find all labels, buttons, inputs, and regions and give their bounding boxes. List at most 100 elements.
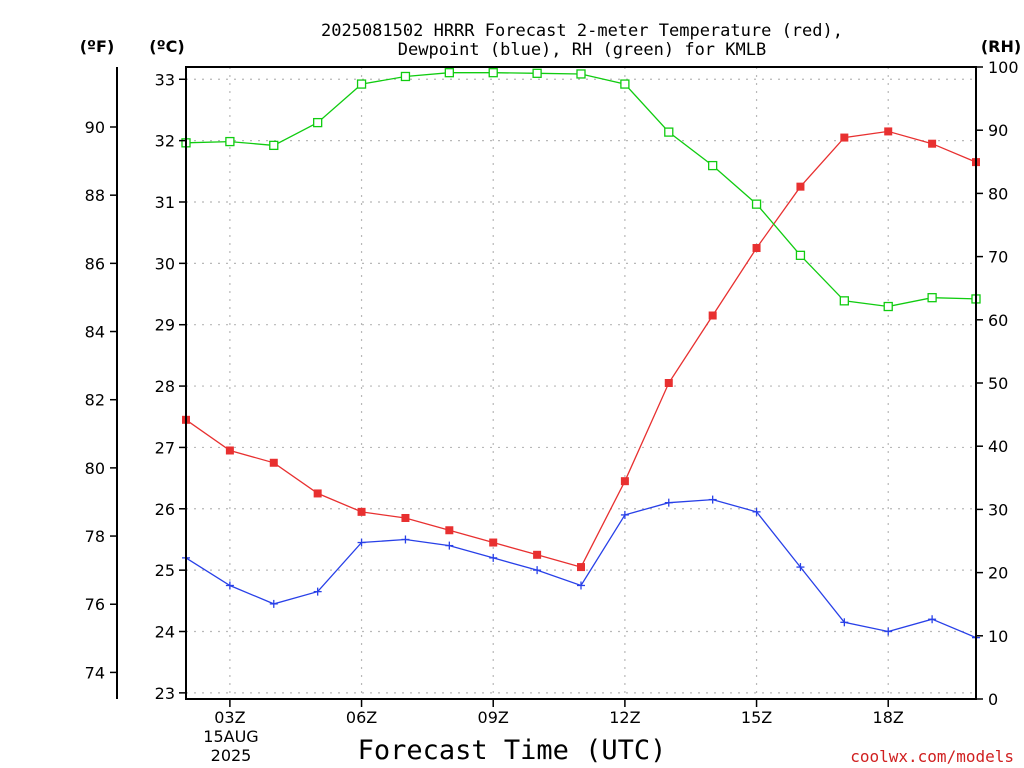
rh-point [356, 79, 367, 89]
rh-point [839, 296, 849, 306]
rh-tick-label: 50 [988, 374, 1008, 393]
temperature-point [752, 244, 761, 253]
celsius-tick-label: 28 [155, 377, 175, 396]
celsius-tick-label: 33 [155, 70, 175, 89]
dewpoint-point [401, 535, 410, 544]
celsius-tick-label: 30 [155, 254, 175, 273]
rh-tick-label: 90 [988, 121, 1008, 140]
axes-group [110, 66, 983, 707]
rh-point [400, 71, 411, 82]
rh-point [620, 79, 630, 89]
chart-title-line1: 2025081502 HRRR Forecast 2-meter Tempera… [321, 21, 843, 41]
x-tick-label: 06Z [346, 708, 377, 727]
rh-line [185, 72, 977, 308]
temperature-point [401, 513, 410, 522]
fahrenheit-tick-label: 84 [85, 323, 105, 342]
fahrenheit-tick-label: 74 [85, 663, 105, 682]
celsius-tick-label: 27 [155, 438, 175, 457]
date-label-year: 2025 [211, 746, 252, 765]
temperature-line [185, 130, 977, 568]
temperature-point [445, 526, 454, 535]
x-tick-label: 12Z [609, 708, 640, 727]
rh-tick-label: 80 [988, 184, 1008, 203]
temperature-point [884, 127, 893, 136]
rh-tick-label: 0 [988, 690, 998, 709]
rh-point [225, 136, 235, 147]
rh-tick-label: 100 [988, 58, 1019, 77]
dewpoint-point [796, 563, 805, 572]
temperature-point [357, 507, 366, 516]
dewpoint-point [840, 618, 849, 627]
rh-point [269, 140, 279, 151]
dewpoint-point [928, 615, 937, 624]
dewpoint-point [357, 538, 366, 547]
celsius-tick-label: 23 [155, 684, 175, 703]
x-tick-label: 03Z [214, 708, 245, 727]
fahrenheit-tick-label: 78 [85, 527, 105, 546]
temperature-point [664, 379, 673, 387]
temperature-point [269, 458, 278, 467]
rh-point [313, 117, 323, 128]
dewpoint-point [577, 581, 585, 590]
temperature-point [928, 139, 937, 148]
rh-point [576, 69, 586, 79]
rh-point [532, 68, 542, 78]
tick-labels: 23 24 25 26 27 28 29 30 31 32 33 74 76 78 80 82 84 86 88 90… [85, 58, 1019, 727]
rh-point [664, 127, 674, 137]
credit-label: coolwx.com/models [850, 747, 1014, 766]
temperature-point [708, 311, 717, 320]
rh-point [927, 293, 937, 303]
rh-tick-label: 30 [988, 500, 1008, 519]
x-tick-label: 09Z [478, 708, 509, 727]
x-tick-label: 18Z [873, 708, 904, 727]
celsius-tick-label: 24 [155, 623, 175, 642]
temperature-point [577, 563, 585, 572]
dewpoint-point [664, 498, 673, 507]
dewpoint-point [269, 599, 278, 608]
fahrenheit-tick-label: 90 [85, 118, 105, 137]
fahrenheit-unit-label: (ºF) [80, 37, 115, 56]
dewpoint-point [884, 627, 893, 636]
rh-point [795, 250, 806, 260]
dewpoint-point [445, 541, 454, 550]
series-group [181, 68, 981, 642]
temperature-point [313, 489, 322, 498]
rh-point [708, 160, 718, 171]
rh-point [444, 68, 454, 78]
dewpoint-point [489, 553, 498, 562]
temperature-point [225, 446, 234, 455]
fahrenheit-tick-label: 86 [85, 254, 105, 273]
rh-tick-label: 60 [988, 311, 1008, 330]
fahrenheit-tick-label: 82 [85, 391, 105, 410]
rh-point [488, 68, 498, 78]
dewpoint-point [752, 507, 761, 516]
dewpoint-point [708, 495, 717, 504]
chart-title-line2: Dewpoint (blue), RH (green) for KMLB [398, 40, 766, 60]
fahrenheit-tick-label: 76 [85, 595, 105, 614]
temperature-point [533, 550, 542, 559]
dewpoint-point [533, 566, 542, 575]
grid-lines [186, 67, 976, 699]
fahrenheit-tick-label: 80 [85, 459, 105, 478]
temperature-point [489, 538, 498, 547]
fahrenheit-tick-label: 88 [85, 186, 105, 205]
rh-tick-label: 40 [988, 437, 1008, 456]
rh-point [883, 301, 893, 312]
rh-tick-label: 20 [988, 564, 1008, 583]
dewpoint-point [225, 581, 234, 590]
dewpoint-point [620, 510, 629, 519]
rh-tick-label: 70 [988, 248, 1008, 267]
rh-unit-label: (RH) [981, 37, 1021, 56]
celsius-tick-label: 32 [155, 132, 175, 151]
celsius-unit-label: (ºC) [149, 37, 184, 56]
x-tick-label: 15Z [741, 708, 772, 727]
plot-frame [185, 66, 977, 700]
rh-tick-label: 10 [988, 627, 1008, 646]
celsius-tick-label: 25 [155, 561, 175, 580]
temperature-point [620, 477, 629, 486]
dewpoint-point [313, 587, 322, 596]
x-axis-title: Forecast Time (UTC) [358, 735, 667, 766]
rh-point [751, 199, 762, 209]
temperature-point [840, 133, 849, 142]
temperature-point [796, 182, 805, 191]
